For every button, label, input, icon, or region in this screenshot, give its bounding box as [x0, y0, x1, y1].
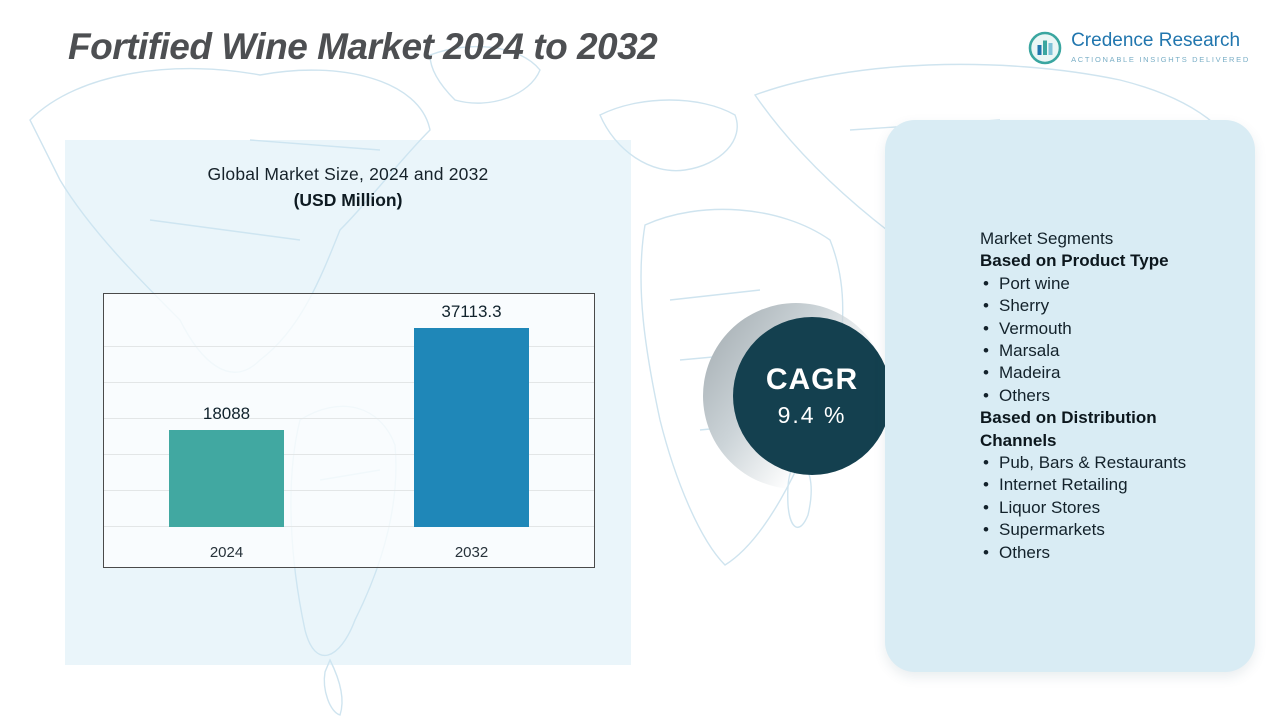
bar-value-2032: 37113.3	[441, 302, 502, 321]
logo-bar-chart-icon	[1028, 31, 1062, 65]
cagr-value: 9.4 %	[777, 402, 847, 428]
distribution-channels-list: Pub, Bars & Restaurants Internet Retaili…	[980, 452, 1237, 564]
page-title: Fortified Wine Market 2024 to 2032	[68, 26, 658, 67]
list-item: Liquor Stores	[980, 497, 1237, 520]
bar-group-2024: 18088	[169, 404, 284, 527]
x-label-2024: 2024	[209, 544, 244, 561]
list-item: Port wine	[980, 273, 1237, 296]
segments-heading-product-type: Based on Product Type	[980, 251, 1169, 271]
list-item: Madeira	[980, 362, 1237, 385]
x-label-2032: 2032	[454, 544, 489, 561]
list-item: Others	[980, 542, 1237, 565]
bar-chart: 18088 37113.3 2024 2032	[103, 293, 595, 568]
segments-title: Market Segments	[980, 229, 1114, 248]
cagr-circle: CAGR 9.4 %	[733, 317, 891, 475]
list-item: Vermouth	[980, 318, 1237, 341]
chart-subtitle: (USD Million)	[293, 190, 403, 210]
logo-text: Credence Research	[1071, 30, 1241, 51]
chart-plot: 18088 37113.3	[104, 302, 594, 527]
list-item: Sherry	[980, 295, 1237, 318]
cagr-label: CAGR	[765, 363, 859, 396]
list-item: Marsala	[980, 340, 1237, 363]
list-item: Pub, Bars & Restaurants	[980, 452, 1237, 475]
bar-2032	[414, 328, 529, 527]
segments-heading-distribution: Based on Distribution Channels	[980, 408, 1157, 450]
cagr-badge: CAGR 9.4 %	[695, 295, 905, 505]
list-item: Others	[980, 385, 1237, 408]
bar-group-2032: 37113.3	[414, 302, 529, 527]
logo-tagline: Actionable Insights Delivered	[1071, 55, 1250, 64]
product-type-list: Port wine Sherry Vermouth Marsala Madeir…	[980, 273, 1237, 408]
bar-value-2024: 18088	[202, 404, 251, 423]
bar-2024	[169, 430, 284, 527]
market-size-panel: Global Market Size, 2024 and 2032 (USD M…	[65, 140, 631, 665]
list-item: Supermarkets	[980, 519, 1237, 542]
market-segments-panel: Market Segments Based on Product Type Po…	[885, 120, 1255, 672]
credence-research-logo: Credence Research Actionable Insights De…	[1027, 30, 1250, 66]
x-axis-labels: 2024 2032	[104, 544, 594, 561]
list-item: Internet Retailing	[980, 474, 1237, 497]
chart-title: Global Market Size, 2024 and 2032	[207, 164, 489, 184]
